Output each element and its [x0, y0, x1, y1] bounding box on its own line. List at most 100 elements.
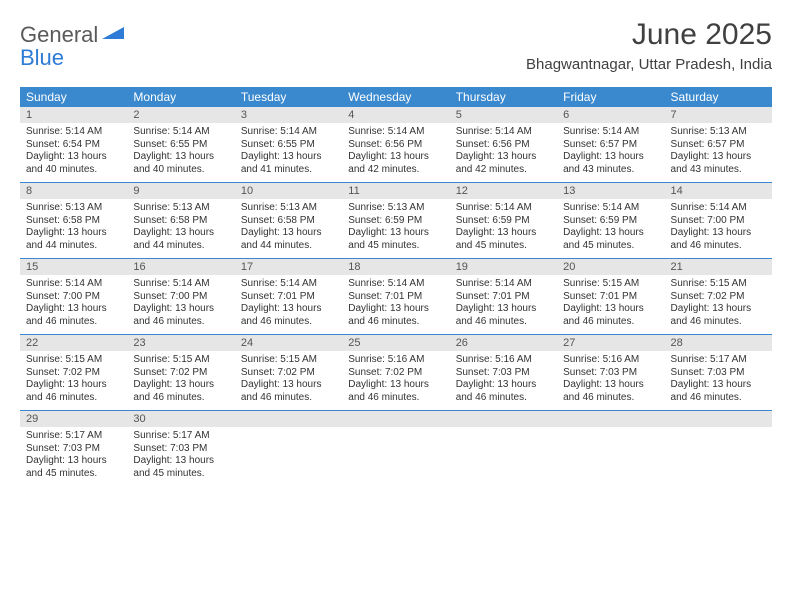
calendar-cell — [235, 411, 342, 487]
daylight-text: Daylight: 13 hours and 45 minutes. — [348, 227, 443, 252]
day-detail: Sunrise: 5:16 AMSunset: 7:03 PMDaylight:… — [450, 351, 557, 410]
day-detail: Sunrise: 5:14 AMSunset: 7:00 PMDaylight:… — [665, 199, 772, 258]
daylight-text: Daylight: 13 hours and 45 minutes. — [563, 227, 658, 252]
day-detail: Sunrise: 5:14 AMSunset: 6:57 PMDaylight:… — [557, 123, 664, 182]
day-detail: Sunrise: 5:15 AMSunset: 7:02 PMDaylight:… — [20, 351, 127, 410]
sunrise-text: Sunrise: 5:17 AM — [671, 354, 766, 367]
day-number: 23 — [127, 335, 234, 351]
sunset-text: Sunset: 7:02 PM — [671, 291, 766, 304]
daylight-text: Daylight: 13 hours and 46 minutes. — [671, 303, 766, 328]
day-number — [557, 411, 664, 427]
daylight-text: Daylight: 13 hours and 40 minutes. — [26, 151, 121, 176]
sunrise-text: Sunrise: 5:16 AM — [563, 354, 658, 367]
daylight-text: Daylight: 13 hours and 43 minutes. — [563, 151, 658, 176]
daylight-text: Daylight: 13 hours and 42 minutes. — [456, 151, 551, 176]
day-number: 8 — [20, 183, 127, 199]
day-detail: Sunrise: 5:15 AMSunset: 7:02 PMDaylight:… — [127, 351, 234, 410]
daylight-text: Daylight: 13 hours and 46 minutes. — [348, 303, 443, 328]
day-number: 1 — [20, 107, 127, 123]
day-detail — [557, 427, 664, 477]
calendar-week: 15Sunrise: 5:14 AMSunset: 7:00 PMDayligh… — [20, 259, 772, 335]
day-header: Wednesday — [342, 87, 449, 107]
calendar-cell: 5Sunrise: 5:14 AMSunset: 6:56 PMDaylight… — [450, 107, 557, 183]
sunset-text: Sunset: 7:03 PM — [133, 443, 228, 456]
sunset-text: Sunset: 7:02 PM — [26, 367, 121, 380]
sunset-text: Sunset: 7:01 PM — [348, 291, 443, 304]
day-detail: Sunrise: 5:14 AMSunset: 6:56 PMDaylight:… — [342, 123, 449, 182]
sunrise-text: Sunrise: 5:14 AM — [456, 278, 551, 291]
calendar-cell: 17Sunrise: 5:14 AMSunset: 7:01 PMDayligh… — [235, 259, 342, 335]
day-number: 27 — [557, 335, 664, 351]
sunrise-text: Sunrise: 5:14 AM — [348, 126, 443, 139]
page-header: General Blue June 2025 Bhagwantnagar, Ut… — [20, 18, 772, 73]
day-detail: Sunrise: 5:15 AMSunset: 7:02 PMDaylight:… — [235, 351, 342, 410]
sunrise-text: Sunrise: 5:13 AM — [26, 202, 121, 215]
calendar-cell: 14Sunrise: 5:14 AMSunset: 7:00 PMDayligh… — [665, 183, 772, 259]
day-detail: Sunrise: 5:14 AMSunset: 7:00 PMDaylight:… — [20, 275, 127, 334]
day-number — [665, 411, 772, 427]
day-number: 28 — [665, 335, 772, 351]
calendar-cell: 2Sunrise: 5:14 AMSunset: 6:55 PMDaylight… — [127, 107, 234, 183]
daylight-text: Daylight: 13 hours and 44 minutes. — [133, 227, 228, 252]
day-number: 30 — [127, 411, 234, 427]
day-detail: Sunrise: 5:16 AMSunset: 7:02 PMDaylight:… — [342, 351, 449, 410]
sunrise-text: Sunrise: 5:14 AM — [26, 126, 121, 139]
day-header: Tuesday — [235, 87, 342, 107]
daylight-text: Daylight: 13 hours and 45 minutes. — [26, 455, 121, 480]
sunrise-text: Sunrise: 5:14 AM — [456, 126, 551, 139]
daylight-text: Daylight: 13 hours and 46 minutes. — [241, 379, 336, 404]
day-number: 17 — [235, 259, 342, 275]
sunrise-text: Sunrise: 5:14 AM — [563, 126, 658, 139]
sunrise-text: Sunrise: 5:14 AM — [26, 278, 121, 291]
sunset-text: Sunset: 6:59 PM — [563, 215, 658, 228]
calendar-cell: 21Sunrise: 5:15 AMSunset: 7:02 PMDayligh… — [665, 259, 772, 335]
daylight-text: Daylight: 13 hours and 46 minutes. — [26, 379, 121, 404]
page-title: June 2025 — [526, 18, 772, 52]
sunrise-text: Sunrise: 5:14 AM — [348, 278, 443, 291]
daylight-text: Daylight: 13 hours and 45 minutes. — [456, 227, 551, 252]
day-number: 22 — [20, 335, 127, 351]
logo: General Blue — [20, 18, 124, 70]
sunset-text: Sunset: 6:56 PM — [456, 139, 551, 152]
day-detail: Sunrise: 5:17 AMSunset: 7:03 PMDaylight:… — [665, 351, 772, 410]
daylight-text: Daylight: 13 hours and 46 minutes. — [133, 303, 228, 328]
daylight-text: Daylight: 13 hours and 46 minutes. — [456, 379, 551, 404]
sunset-text: Sunset: 7:02 PM — [241, 367, 336, 380]
day-number — [235, 411, 342, 427]
day-detail: Sunrise: 5:14 AMSunset: 7:00 PMDaylight:… — [127, 275, 234, 334]
sunrise-text: Sunrise: 5:15 AM — [133, 354, 228, 367]
sunset-text: Sunset: 6:54 PM — [26, 139, 121, 152]
day-number: 25 — [342, 335, 449, 351]
day-number: 10 — [235, 183, 342, 199]
sunset-text: Sunset: 7:03 PM — [563, 367, 658, 380]
day-detail: Sunrise: 5:14 AMSunset: 6:59 PMDaylight:… — [557, 199, 664, 258]
day-detail: Sunrise: 5:13 AMSunset: 6:59 PMDaylight:… — [342, 199, 449, 258]
calendar-cell: 11Sunrise: 5:13 AMSunset: 6:59 PMDayligh… — [342, 183, 449, 259]
sunrise-text: Sunrise: 5:14 AM — [241, 278, 336, 291]
day-detail: Sunrise: 5:13 AMSunset: 6:57 PMDaylight:… — [665, 123, 772, 182]
calendar-cell: 25Sunrise: 5:16 AMSunset: 7:02 PMDayligh… — [342, 335, 449, 411]
daylight-text: Daylight: 13 hours and 44 minutes. — [26, 227, 121, 252]
calendar-week: 1Sunrise: 5:14 AMSunset: 6:54 PMDaylight… — [20, 107, 772, 183]
sunset-text: Sunset: 7:03 PM — [456, 367, 551, 380]
sunrise-text: Sunrise: 5:13 AM — [671, 126, 766, 139]
sunset-text: Sunset: 7:02 PM — [133, 367, 228, 380]
sunrise-text: Sunrise: 5:15 AM — [241, 354, 336, 367]
day-number: 5 — [450, 107, 557, 123]
daylight-text: Daylight: 13 hours and 46 minutes. — [563, 303, 658, 328]
day-number: 11 — [342, 183, 449, 199]
day-number: 4 — [342, 107, 449, 123]
calendar-cell: 22Sunrise: 5:15 AMSunset: 7:02 PMDayligh… — [20, 335, 127, 411]
day-number: 7 — [665, 107, 772, 123]
day-detail: Sunrise: 5:14 AMSunset: 6:56 PMDaylight:… — [450, 123, 557, 182]
day-number: 21 — [665, 259, 772, 275]
day-number: 26 — [450, 335, 557, 351]
sunset-text: Sunset: 6:57 PM — [563, 139, 658, 152]
calendar-cell: 26Sunrise: 5:16 AMSunset: 7:03 PMDayligh… — [450, 335, 557, 411]
sunrise-text: Sunrise: 5:17 AM — [26, 430, 121, 443]
day-number: 13 — [557, 183, 664, 199]
calendar-cell: 10Sunrise: 5:13 AMSunset: 6:58 PMDayligh… — [235, 183, 342, 259]
sunrise-text: Sunrise: 5:14 AM — [241, 126, 336, 139]
sunrise-text: Sunrise: 5:13 AM — [133, 202, 228, 215]
day-number: 18 — [342, 259, 449, 275]
